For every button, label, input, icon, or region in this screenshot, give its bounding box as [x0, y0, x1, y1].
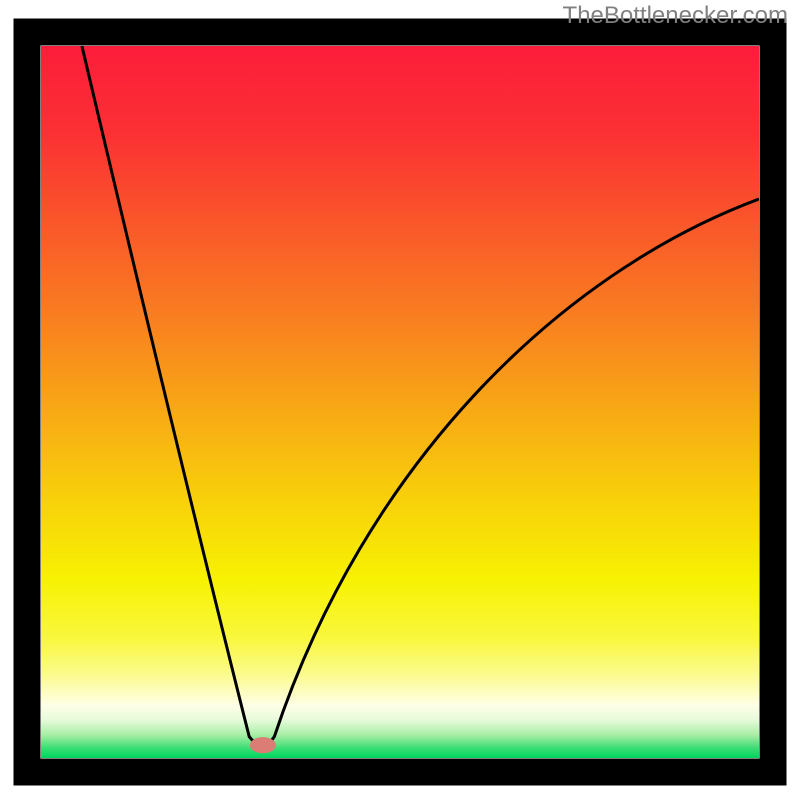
chart-background — [41, 46, 759, 758]
chart-container: TheBottlenecker.com — [0, 0, 800, 800]
bottleneck-chart — [0, 0, 800, 800]
watermark-text: TheBottlenecker.com — [563, 2, 788, 30]
optimal-point-marker — [250, 737, 276, 753]
